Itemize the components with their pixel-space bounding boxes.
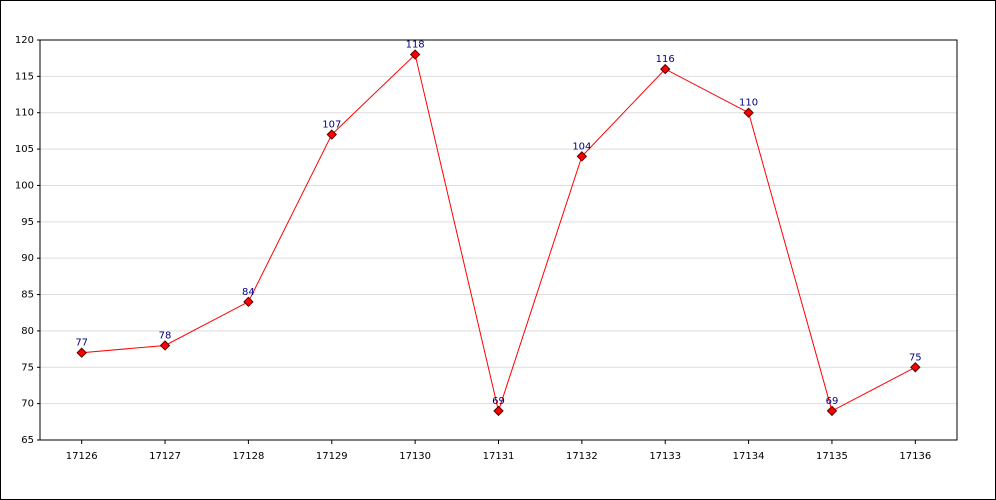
x-tick-label: 17128: [233, 451, 265, 462]
y-tick-label: 90: [21, 253, 34, 264]
marker: [243, 296, 254, 308]
marker: [159, 340, 171, 351]
x-tick-label: 17126: [66, 451, 98, 462]
x-tick-label: 17129: [316, 451, 348, 462]
x-tick-label: 17131: [483, 451, 515, 462]
x-tick-label: 17136: [899, 451, 931, 462]
y-tick-label: 70: [21, 399, 34, 410]
data-label: 118: [406, 40, 425, 51]
y-tick-label: 100: [15, 180, 34, 191]
y-tick-label: 115: [15, 71, 34, 82]
data-label: 104: [572, 141, 591, 152]
data-label: 77: [75, 338, 88, 349]
x-tick-label: 17134: [733, 451, 765, 462]
marker: [326, 129, 337, 140]
x-tick-label: 17127: [149, 451, 181, 462]
data-label: 116: [656, 54, 675, 65]
marker: [76, 347, 87, 358]
marker: [660, 63, 671, 75]
data-label: 75: [909, 352, 922, 363]
data-label: 69: [492, 396, 505, 407]
y-tick-label: 120: [15, 35, 34, 46]
x-tick-label: 17130: [399, 451, 431, 462]
y-tick-label: 75: [21, 362, 34, 373]
x-tick-label: 17135: [816, 451, 848, 462]
y-tick-label: 65: [21, 435, 34, 446]
data-label: 110: [739, 98, 758, 109]
marker: [576, 151, 588, 162]
data-label: 84: [242, 287, 255, 298]
x-tick-label: 17132: [566, 451, 598, 462]
y-tick-label: 85: [21, 290, 34, 301]
marker: [409, 49, 421, 60]
marker: [826, 405, 838, 417]
x-tick-label: 17133: [649, 451, 681, 462]
data-label: 78: [159, 330, 172, 341]
marker: [910, 362, 921, 373]
marker: [493, 405, 504, 417]
data-label: 69: [826, 396, 839, 407]
y-tick-label: 95: [21, 217, 34, 228]
marker: [743, 107, 754, 118]
data-label: 107: [322, 120, 341, 131]
y-tick-label: 110: [15, 108, 34, 119]
y-tick-label: 105: [15, 144, 34, 155]
y-tick-label: 80: [21, 326, 34, 337]
